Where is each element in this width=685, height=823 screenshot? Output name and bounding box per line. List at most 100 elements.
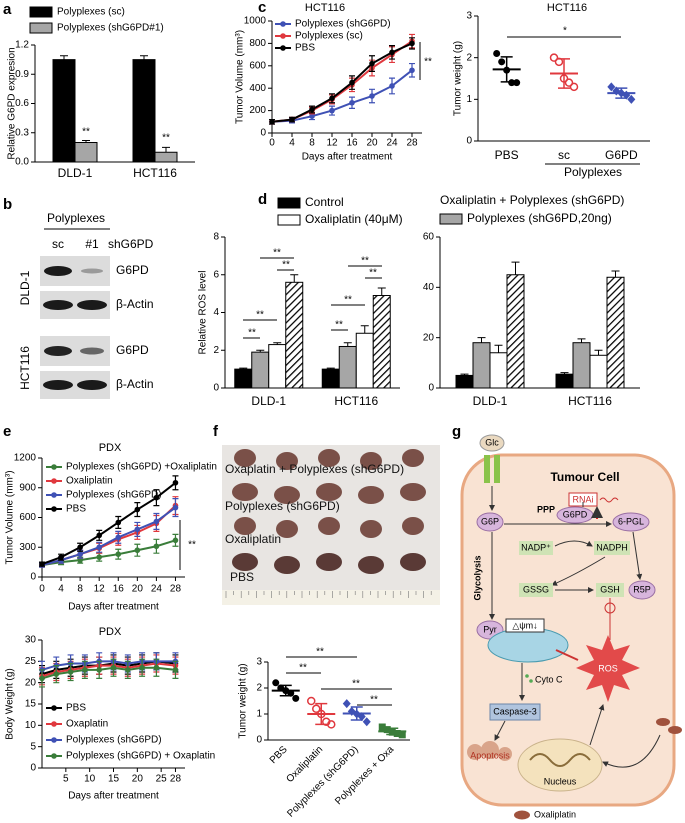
data-point [172, 479, 179, 486]
cell-title: Tumour Cell [550, 470, 619, 484]
y-tick-label: 6 [213, 269, 219, 280]
y-tick-label: 300 [19, 542, 36, 553]
panel-label: d [258, 191, 267, 208]
y-tick-label: 800 [249, 38, 266, 49]
error-bar [60, 55, 68, 60]
tumor [316, 483, 342, 501]
y-axis-label: Body Weight (g) [5, 668, 16, 740]
significance-label: ** [424, 57, 432, 68]
data-point [172, 537, 179, 544]
mitochondrion [487, 627, 569, 663]
bar [555, 373, 574, 389]
legend-swatch [51, 721, 57, 727]
data-point [312, 704, 321, 714]
significance-label: ** [299, 663, 307, 674]
node-label: Pyr [483, 624, 497, 634]
y-axis-label: Tumor weight (g) [238, 663, 249, 738]
data-point [134, 547, 141, 554]
y-axis-label: Relative G6PD expresion [7, 47, 18, 159]
node [476, 512, 504, 532]
series-line [271, 42, 413, 123]
lane-label: sc [52, 237, 64, 251]
y-tick-label: 0 [213, 383, 219, 394]
bar [489, 352, 508, 389]
error-bar [577, 338, 586, 343]
chart-title: HCT116 [305, 2, 345, 14]
data-point [139, 664, 145, 671]
legend-swatch [51, 737, 57, 743]
panel-label: g [452, 423, 461, 440]
bar [132, 59, 156, 163]
bar [372, 295, 391, 389]
x-axis-label: Days after treatment [68, 602, 159, 613]
tumor [276, 452, 298, 470]
error-bar [615, 87, 628, 99]
x-tick-label: 0 [269, 138, 275, 149]
error-bar [279, 684, 292, 697]
legend-label: Polyplexes (shG6PD) [295, 19, 391, 30]
y-tick-label: 0 [260, 128, 266, 139]
node-label: PPP [537, 504, 555, 514]
data-point [362, 717, 371, 727]
data-point [39, 561, 45, 567]
data-point [269, 119, 275, 125]
legend-swatch [51, 464, 57, 470]
y-tick-label: 600 [249, 60, 266, 71]
legend-swatch [51, 753, 57, 759]
tumor [360, 452, 382, 470]
significance-label: * [563, 26, 567, 37]
error-bar [500, 56, 513, 83]
transporter [494, 455, 500, 483]
tumor [274, 556, 300, 574]
error-bar [82, 140, 90, 143]
node-label: GSH [600, 584, 620, 594]
y-tick-label: 15 [25, 699, 37, 710]
error-bar [386, 727, 399, 736]
x-tick-label: 28 [406, 138, 418, 149]
error-bar [140, 55, 148, 60]
data-point [172, 667, 179, 673]
legend-label: Oxaliplatin + Polyplexes (shG6PD) [440, 193, 624, 207]
blot-band [44, 266, 72, 276]
data-point [77, 551, 83, 557]
condition-label: shG6PD [108, 237, 154, 251]
tumor [276, 520, 298, 538]
tumor [358, 486, 384, 504]
transporter [484, 455, 490, 483]
error-bar [350, 706, 363, 721]
data-point [134, 506, 141, 513]
data-point [110, 664, 117, 671]
y-axis-label: Relative ROS level [198, 271, 209, 355]
drug [656, 718, 670, 726]
x-tick-label: 28 [170, 584, 182, 595]
y-axis-label: Tumor Volume (mm³) [235, 30, 246, 124]
tumor [232, 553, 258, 571]
data-point [569, 82, 579, 92]
data-point [125, 667, 131, 673]
error-bar [611, 270, 620, 278]
error-bar [594, 349, 603, 356]
arrow [554, 540, 593, 547]
arrow [632, 531, 643, 580]
lane-label: #1 [85, 237, 99, 251]
legend-label: Oxaliplatin [534, 809, 576, 819]
tumor [232, 483, 258, 501]
node [612, 512, 650, 532]
significance-label: ** [256, 310, 264, 321]
series-line [41, 662, 176, 678]
blot-band [77, 380, 107, 390]
data-point [115, 519, 122, 526]
y-axis-label: Tumor weight (g) [453, 41, 464, 116]
photo-labels: Oxaplatin + Polyplexes (shG6PD) Polyplex… [225, 462, 404, 584]
tumor [318, 449, 340, 467]
significance-label: ** [188, 540, 196, 551]
panel-label: e [3, 423, 11, 440]
y-tick-label: 1 [466, 94, 472, 105]
data-point [409, 67, 415, 74]
x-tick-label: PBS [495, 148, 519, 162]
bar [589, 354, 608, 389]
y-tick-label: 0 [428, 383, 434, 394]
y-tick-label: 40 [423, 282, 435, 293]
x-tick-label: 0 [39, 584, 45, 595]
